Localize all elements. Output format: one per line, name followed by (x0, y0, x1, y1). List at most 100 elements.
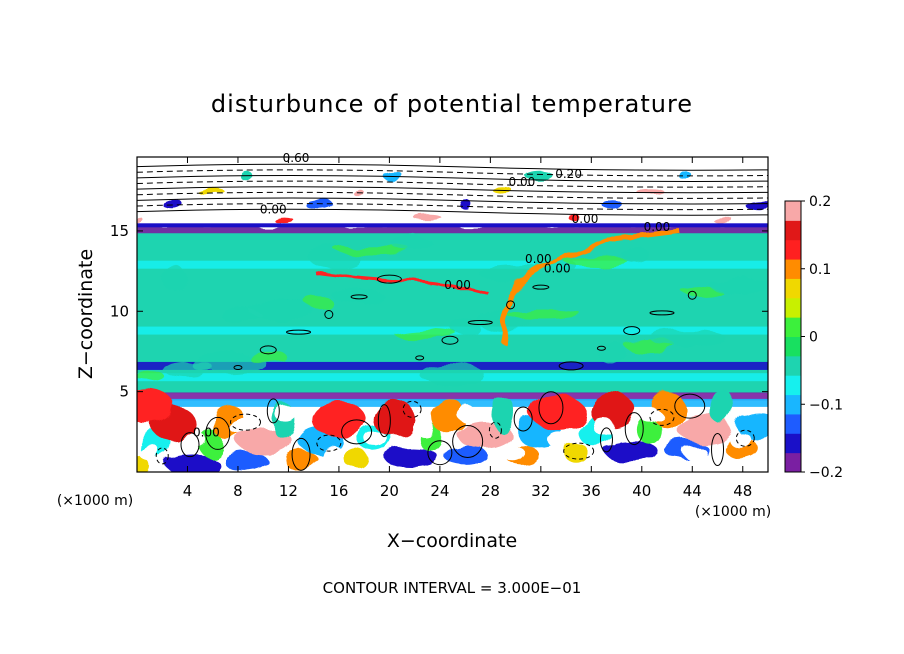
field-patch-20 (160, 268, 189, 291)
field-patch-14 (189, 351, 266, 374)
contours (137, 163, 768, 471)
upper-patch-5 (305, 200, 334, 211)
plume-region (313, 228, 680, 345)
field-patch-22 (333, 288, 386, 305)
y-tick-label-1: 10 (110, 302, 129, 320)
upper-patch-8 (415, 216, 444, 223)
y-tick-label-0: 5 (119, 383, 129, 401)
colorbar-tick-label-1: 0.1 (809, 262, 831, 278)
field-patch-21 (246, 351, 287, 362)
lower-white-6 (411, 419, 434, 435)
upper-contour-4 (137, 186, 768, 194)
lower-white-10 (592, 419, 615, 435)
upper-contour-2 (137, 197, 768, 205)
x-tick-label-11: 48 (733, 482, 752, 500)
field-patch-3 (393, 328, 458, 339)
field-patch-18 (564, 256, 629, 267)
plot-area: 0.600.000.000.200.000.000.000.000.000.00… (110, 151, 769, 500)
lower-patch-12 (344, 449, 369, 470)
lower-contour-6 (316, 434, 342, 452)
x-tick-label-0: 4 (183, 482, 193, 500)
field-patch-23 (419, 362, 484, 385)
y-tick-label-2: 15 (110, 222, 129, 240)
upper-contour-7 (137, 169, 768, 177)
field-patch-6 (682, 287, 723, 297)
lower-contour-4 (266, 398, 280, 424)
contour-label-2: 0.00 (509, 175, 536, 189)
colorbar-segment-1 (785, 433, 801, 454)
y-axis-label: Z−coordinate (75, 249, 97, 379)
lower-contour-8 (377, 404, 391, 438)
field-patch-13 (709, 277, 768, 294)
upper-patch-6 (350, 187, 363, 194)
lower-contour-16 (599, 427, 613, 453)
colorbar-segment-2 (785, 413, 801, 434)
mid-contour-8 (467, 320, 493, 326)
chart-title: disturbunce of potential temperature (211, 90, 693, 118)
field-band-2 (137, 260, 768, 269)
lower-patch-20 (490, 396, 515, 433)
colorbar-segment-4 (785, 375, 801, 396)
contour-label-4: 0.00 (572, 212, 599, 226)
lower-contour-14 (538, 391, 564, 425)
field-band-1 (137, 233, 768, 242)
upper-patch-2 (196, 187, 225, 194)
x-tick-label-8: 36 (582, 482, 601, 500)
lower-white-2 (229, 419, 252, 435)
lower-white-1 (184, 431, 207, 448)
field-patch-25 (621, 247, 650, 264)
upper-contour-5 (137, 180, 768, 188)
x-tick-label-1: 8 (233, 482, 243, 500)
upper-patch-12 (570, 216, 583, 223)
lower-patch-15 (384, 447, 439, 468)
contour-label-6: 0.00 (525, 252, 552, 266)
lower-contour-13 (513, 406, 533, 432)
contour-layer (137, 163, 768, 471)
colorbar-segment-8 (785, 297, 801, 318)
lower-contour-10 (427, 440, 453, 466)
mid-contour-14 (649, 310, 675, 316)
field-band-3 (137, 270, 768, 279)
lower-contour-18 (649, 408, 675, 426)
colorbar-segment-0 (785, 452, 801, 473)
colorbar-segment-7 (785, 317, 801, 337)
mid-contour-15 (687, 290, 697, 300)
upper-patch-17 (745, 200, 768, 211)
mid-contour-4 (350, 294, 368, 300)
lower-contour-19 (674, 393, 706, 419)
mid-contour-5 (376, 274, 402, 284)
colorbar-tick-label-4: −0.2 (809, 465, 843, 481)
lower-contour-20 (711, 433, 725, 466)
field-band-4 (137, 299, 768, 308)
lower-white-5 (365, 431, 388, 448)
upper-region (137, 157, 768, 227)
lower-white-3 (274, 406, 297, 423)
lower-contour-17 (624, 412, 644, 446)
lower-contour-7 (341, 419, 373, 445)
colorbar-tick-label-0: 0.2 (809, 194, 831, 210)
mid-contour-13 (623, 326, 641, 336)
mid-contour-1 (259, 345, 277, 355)
upper-patch-3 (240, 171, 253, 182)
colorbar-segment-6 (785, 336, 801, 357)
field-patch-24 (505, 309, 582, 320)
x-tick-label-5: 24 (430, 482, 449, 500)
lower-contour-15 (563, 442, 595, 460)
field-patch-8 (248, 298, 313, 321)
contour-label-3: 0.20 (555, 167, 582, 181)
plume-streak (500, 228, 680, 345)
field-band-0 (137, 225, 768, 234)
x-unit-left: (×1000 m) (57, 493, 133, 509)
lower-contour-11 (452, 424, 484, 458)
x-tick-label-3: 16 (329, 482, 348, 500)
x-tick-label-2: 12 (279, 482, 298, 500)
upper-patch-0 (137, 216, 143, 223)
lower-contour-5 (291, 437, 311, 471)
lower-contour-0 (155, 447, 169, 465)
lower-white-4 (320, 444, 343, 461)
upper-patch-16 (712, 216, 733, 223)
contour-label-0: 0.60 (283, 151, 310, 165)
lower-contour-2 (205, 416, 231, 450)
upper-contour-3 (137, 191, 768, 199)
colorbar-tick-label-3: −0.1 (809, 397, 843, 413)
